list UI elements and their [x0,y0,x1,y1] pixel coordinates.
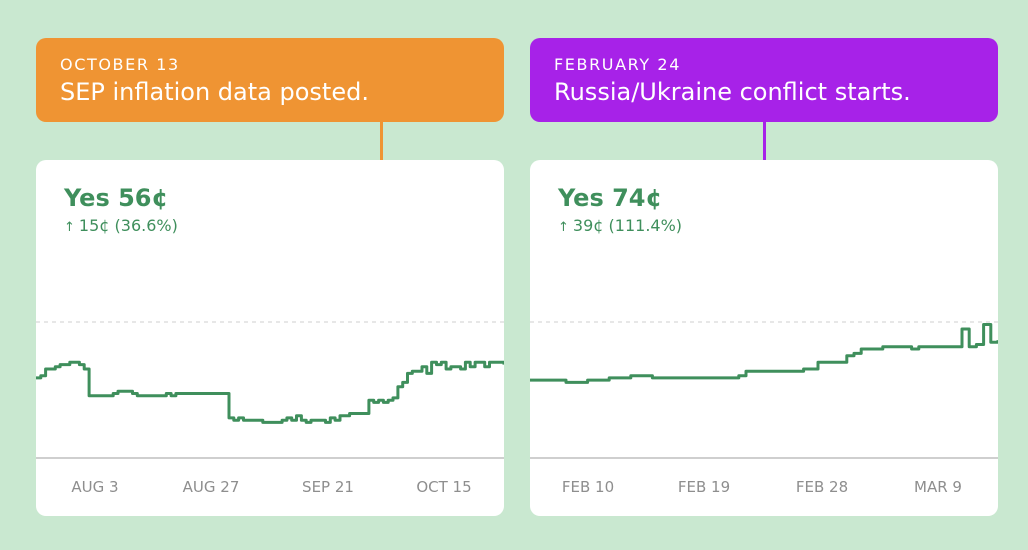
x-tick-label: SEP 21 [302,478,354,496]
change-label-row: ↑ 39¢ (111.4%) [558,216,682,235]
event-callout-right: FEBRUARY 24 Russia/Ukraine conflict star… [530,38,998,122]
x-tick-label: MAR 9 [914,478,962,496]
callout-date: OCTOBER 13 [60,55,180,74]
x-tick-label: FEB 19 [677,478,731,496]
x-tick-label: FEB 28 [795,478,849,496]
line-chart-right [530,321,998,459]
event-callout-left: OCTOBER 13 SEP inflation data posted. [36,38,504,122]
series-line [36,360,504,424]
series-line [530,323,998,384]
line-chart-left [36,321,504,459]
arrow-up-icon: ↑ [64,220,75,235]
x-tick-label: OCT 15 [416,478,472,496]
chart-card-left: Yes 56¢ ↑ 15¢ (36.6%) AUG 3 AUG 27 SEP 21… [36,160,504,516]
change-label: 15¢ (36.6%) [78,216,178,235]
callout-event: SEP inflation data posted. [60,78,369,106]
x-tick-label: AUG 3 [71,478,119,496]
chart-card-right: Yes 74¢ ↑ 39¢ (111.4%) FEB 10 FEB 19 FEB … [530,160,998,516]
callout-event: Russia/Ukraine conflict starts. [554,78,911,106]
change-label: 39¢ (111.4%) [572,216,683,235]
price-label: Yes 56¢ [64,184,169,212]
x-tick-label: FEB 10 [561,478,615,496]
change-label-row: ↑ 15¢ (36.6%) [64,216,178,235]
price-label: Yes 74¢ [558,184,663,212]
callout-date: FEBRUARY 24 [554,55,681,74]
arrow-up-icon: ↑ [558,220,569,235]
x-tick-label: AUG 27 [182,478,240,496]
